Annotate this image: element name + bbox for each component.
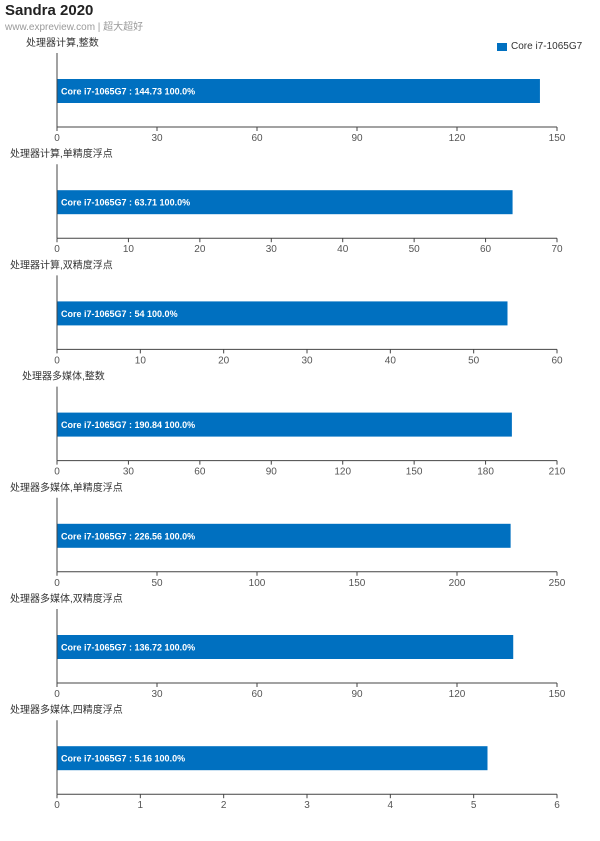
x-tick-label: 200 bbox=[449, 578, 466, 589]
x-tick-label: 90 bbox=[351, 133, 363, 144]
x-tick-label: 120 bbox=[334, 467, 351, 478]
x-tick-label: 10 bbox=[135, 355, 147, 366]
panel-title: 处理器计算,整数 bbox=[26, 36, 99, 49]
chart-panel: 处理器计算,双精度浮点 0 10 20 30 40 50 60 Core i7-1065G7 :… bbox=[10, 258, 563, 366]
bar-label: Core i7-1065G7 : 54 100.0% bbox=[61, 309, 178, 319]
x-tick-label: 0 bbox=[54, 800, 60, 811]
chart-panel: 处理器多媒体,四精度浮点 0 1 2 3 4 5 6 Core i7-1065G7 : 5.16… bbox=[10, 703, 560, 811]
panel-title: 处理器计算,双精度浮点 bbox=[10, 258, 113, 271]
panel-title: 处理器多媒体,整数 bbox=[22, 370, 105, 383]
legend-label: Core i7-1065G7 bbox=[511, 41, 583, 52]
x-tick-label: 120 bbox=[449, 689, 466, 700]
x-tick-label: 60 bbox=[480, 244, 492, 255]
bar bbox=[57, 79, 540, 103]
x-tick-label: 1 bbox=[138, 800, 144, 811]
x-tick-label: 40 bbox=[337, 244, 349, 255]
x-tick-label: 90 bbox=[351, 689, 363, 700]
panel-title: 处理器多媒体,双精度浮点 bbox=[10, 592, 123, 605]
x-tick-label: 50 bbox=[151, 578, 163, 589]
x-tick-label: 60 bbox=[194, 467, 206, 478]
x-tick-label: 6 bbox=[554, 800, 560, 811]
x-tick-label: 60 bbox=[551, 355, 563, 366]
x-tick-label: 180 bbox=[477, 467, 494, 478]
bar-label: Core i7-1065G7 : 5.16 100.0% bbox=[61, 754, 185, 764]
x-tick-label: 120 bbox=[449, 133, 466, 144]
x-tick-label: 250 bbox=[549, 578, 566, 589]
panel-title: 处理器多媒体,四精度浮点 bbox=[10, 703, 123, 716]
bar-label: Core i7-1065G7 : 136.72 100.0% bbox=[61, 643, 195, 653]
x-tick-label: 30 bbox=[266, 244, 278, 255]
x-tick-label: 50 bbox=[468, 355, 480, 366]
x-tick-label: 30 bbox=[123, 467, 135, 478]
legend: Core i7-1065G7 bbox=[497, 41, 582, 52]
x-tick-label: 30 bbox=[301, 355, 313, 366]
x-tick-label: 0 bbox=[54, 578, 60, 589]
page-title: Sandra 2020 bbox=[5, 2, 94, 19]
x-tick-label: 100 bbox=[249, 578, 266, 589]
chart-panel: 处理器多媒体,整数 0 30 60 90 120 150 180 210 Core i7-1065… bbox=[22, 370, 566, 478]
x-tick-label: 0 bbox=[54, 689, 60, 700]
chart-panel: 处理器计算,整数 0 30 60 90 120 150 Core i7-1065G7 : 14… bbox=[26, 36, 566, 144]
chart-header: Sandra 2020 www.expreview.com | 超大超好 bbox=[5, 1, 143, 35]
x-tick-label: 0 bbox=[54, 355, 60, 366]
x-tick-label: 70 bbox=[551, 244, 563, 255]
x-tick-label: 150 bbox=[549, 133, 566, 144]
x-tick-label: 0 bbox=[54, 133, 60, 144]
x-tick-label: 30 bbox=[151, 133, 163, 144]
x-tick-label: 2 bbox=[221, 800, 227, 811]
panel-title: 处理器计算,单精度浮点 bbox=[10, 147, 113, 160]
panel-title: 处理器多媒体,单精度浮点 bbox=[10, 481, 123, 494]
bar bbox=[57, 746, 488, 771]
bar bbox=[57, 412, 512, 437]
bar-label: Core i7-1065G7 : 190.84 100.0% bbox=[61, 420, 195, 430]
x-tick-label: 150 bbox=[549, 689, 566, 700]
bar bbox=[57, 523, 511, 548]
x-tick-label: 150 bbox=[349, 578, 366, 589]
bar-label: Core i7-1065G7 : 144.73 100.0% bbox=[61, 87, 195, 97]
bar bbox=[57, 635, 514, 659]
x-tick-label: 5 bbox=[471, 800, 477, 811]
legend-swatch bbox=[497, 42, 507, 51]
bar bbox=[57, 190, 513, 215]
chart-panel: 处理器多媒体,双精度浮点 0 30 60 90 120 150 Core i7-1065G7 … bbox=[10, 592, 566, 700]
x-tick-label: 30 bbox=[151, 689, 163, 700]
x-tick-label: 3 bbox=[304, 800, 310, 811]
x-tick-label: 40 bbox=[385, 355, 397, 366]
x-tick-label: 10 bbox=[123, 244, 135, 255]
bar-label: Core i7-1065G7 : 226.56 100.0% bbox=[61, 531, 195, 541]
x-tick-label: 0 bbox=[54, 244, 60, 255]
x-tick-label: 150 bbox=[406, 467, 423, 478]
x-tick-label: 210 bbox=[549, 467, 566, 478]
x-tick-label: 0 bbox=[54, 467, 60, 478]
x-tick-label: 4 bbox=[388, 800, 394, 811]
chart-panel: 处理器计算,单精度浮点 0 10 20 30 40 50 60 70 Core i7-1065G7… bbox=[10, 147, 563, 255]
x-tick-label: 20 bbox=[218, 355, 230, 366]
bar bbox=[57, 301, 508, 326]
x-tick-label: 50 bbox=[409, 244, 421, 255]
page-subtitle: www.expreview.com | 超大超好 bbox=[5, 22, 144, 33]
x-tick-label: 20 bbox=[194, 244, 206, 255]
x-tick-label: 60 bbox=[251, 133, 263, 144]
bar-label: Core i7-1065G7 : 63.71 100.0% bbox=[61, 198, 190, 208]
x-tick-label: 60 bbox=[251, 689, 263, 700]
x-tick-label: 90 bbox=[266, 467, 278, 478]
chart-panel: 处理器多媒体,单精度浮点 0 50 100 150 200 250 Core i7-1065G… bbox=[10, 481, 566, 589]
